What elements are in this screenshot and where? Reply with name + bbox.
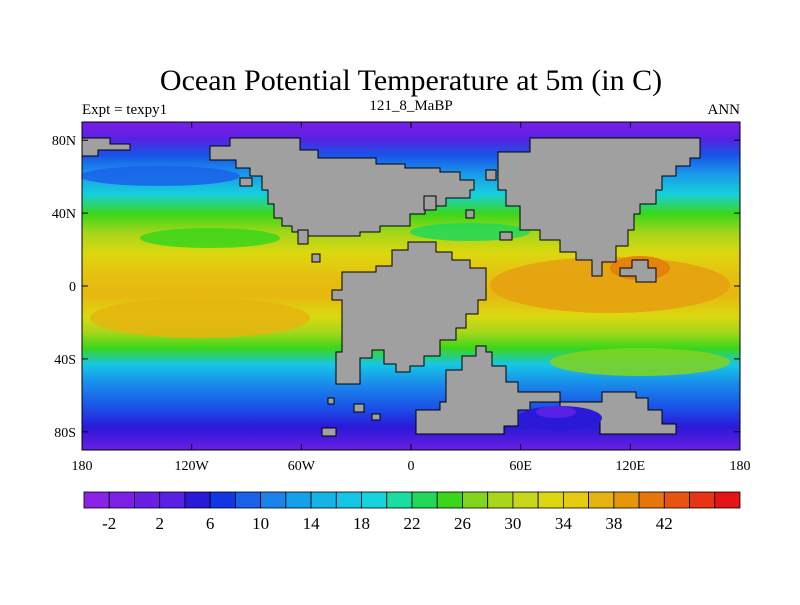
colorbar-label: -2 bbox=[102, 514, 116, 533]
colorbar-swatch bbox=[234, 491, 262, 509]
map-panel bbox=[82, 122, 740, 450]
colorbar-swatch bbox=[184, 491, 211, 509]
colorbar-label: 42 bbox=[656, 514, 673, 533]
colorbar-swatch bbox=[689, 491, 716, 509]
colorbar-label: 6 bbox=[206, 514, 215, 533]
x-tick-label: 180 bbox=[72, 459, 93, 474]
colorbar-swatch bbox=[436, 491, 463, 509]
colorbar-label: 22 bbox=[404, 514, 421, 533]
colorbar-swatch bbox=[512, 491, 539, 509]
continent-north-east bbox=[497, 137, 701, 277]
colorbar-label: 18 bbox=[353, 514, 370, 533]
colorbar-label: 14 bbox=[303, 514, 321, 533]
island-pacific-north bbox=[82, 137, 131, 157]
island-atlantic-north bbox=[239, 177, 253, 187]
experiment-label: Expt = texpy1 bbox=[82, 102, 167, 118]
colorbar-swatch bbox=[260, 491, 287, 509]
period-label: 121_8_MaBP bbox=[369, 98, 452, 114]
colorbar-swatch bbox=[310, 491, 337, 509]
colorbar-swatch bbox=[663, 491, 690, 509]
green-band-north bbox=[140, 228, 280, 248]
colorbar-swatch bbox=[386, 491, 413, 509]
x-tick-label: 60W bbox=[288, 459, 316, 474]
continent-central bbox=[331, 241, 487, 385]
warm-pool-west bbox=[90, 298, 310, 338]
x-tick-label: 180 bbox=[730, 459, 751, 474]
colorbar-swatch bbox=[411, 491, 438, 509]
island-atlantic-mid bbox=[297, 229, 309, 245]
colorbar-swatch bbox=[487, 491, 514, 509]
island-mid-east-2 bbox=[499, 231, 513, 241]
southern-cold-pool bbox=[518, 406, 602, 430]
y-tick-label: 40S bbox=[54, 353, 76, 368]
colorbar-label: 26 bbox=[454, 514, 471, 533]
colorbar-swatch bbox=[134, 491, 161, 509]
colorbar-swatch bbox=[537, 491, 564, 509]
island-mid-east-1 bbox=[485, 169, 497, 181]
cool-tongue-south bbox=[550, 348, 730, 376]
y-tick-label: 40N bbox=[52, 207, 76, 222]
cold-pacific-north bbox=[82, 166, 240, 186]
colorbar-swatch bbox=[361, 491, 388, 509]
colorbar-swatch bbox=[159, 491, 186, 509]
island-south-islet-3 bbox=[327, 397, 335, 405]
x-tick-label: 120E bbox=[616, 459, 646, 474]
colorbar-swatch bbox=[108, 491, 135, 509]
continent-north-west bbox=[209, 137, 475, 237]
y-tick-label: 80N bbox=[52, 134, 76, 149]
island-south-east bbox=[619, 259, 657, 283]
colorbar-label: 2 bbox=[155, 514, 164, 533]
land-masses bbox=[82, 137, 701, 437]
colorbar-label: 38 bbox=[605, 514, 622, 533]
colorbar-swatch bbox=[562, 491, 590, 509]
warm-pool-east bbox=[490, 257, 730, 313]
x-tick-label: 60E bbox=[509, 459, 532, 474]
colorbar-swatch bbox=[83, 491, 110, 509]
colorbar-label: 34 bbox=[555, 514, 573, 533]
island-south-islet-1 bbox=[353, 403, 365, 413]
colorbar-swatch bbox=[714, 491, 741, 509]
x-tick-label: 0 bbox=[408, 459, 415, 474]
x-tick-label: 120W bbox=[175, 459, 210, 474]
season-label: ANN bbox=[708, 102, 741, 118]
colorbar-swatch bbox=[613, 491, 640, 509]
colorbar-swatch bbox=[588, 491, 615, 509]
cold-pool-core bbox=[536, 406, 576, 418]
y-tick-label: 0 bbox=[69, 280, 76, 295]
colorbar-swatch bbox=[462, 491, 489, 509]
island-mid-east-3 bbox=[423, 195, 437, 211]
colorbar-label: 10 bbox=[252, 514, 269, 533]
island-atlantic-small bbox=[311, 253, 321, 263]
island-south-islet-4 bbox=[321, 427, 337, 437]
colorbar-label: 30 bbox=[504, 514, 521, 533]
colorbar-swatch bbox=[209, 491, 236, 509]
figure-title: Ocean Potential Temperature at 5m (in C) bbox=[160, 64, 662, 97]
colorbar-swatch bbox=[335, 491, 362, 509]
colorbar-swatch bbox=[638, 491, 665, 509]
island-south-islet-2 bbox=[371, 413, 381, 421]
colorbar-swatch bbox=[285, 491, 312, 509]
axis-ticks: 180 120W 60W 0 60E 120E 180 80N 40N 0 40S 80S bbox=[52, 122, 751, 474]
y-tick-label: 80S bbox=[54, 426, 76, 441]
continent-south bbox=[415, 345, 677, 435]
island-mid-east-4 bbox=[465, 209, 475, 219]
colorbar: -2 2 6 10 14 18 22 26 30 34 38 42 bbox=[83, 491, 741, 533]
